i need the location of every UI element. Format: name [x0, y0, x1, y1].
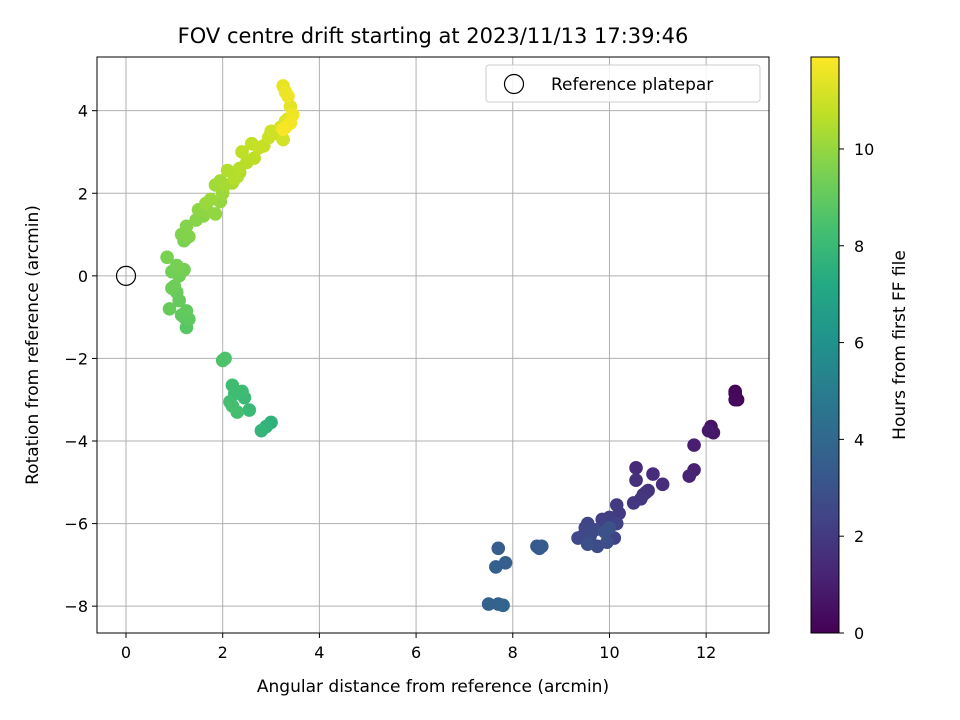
data-point — [227, 172, 242, 186]
data-point — [602, 520, 617, 535]
data-point — [276, 122, 290, 137]
data-points — [160, 79, 745, 613]
x-tick-label: 12 — [696, 643, 716, 662]
data-point — [496, 598, 510, 613]
colorbar-tick-label: 4 — [854, 430, 864, 449]
data-point — [629, 473, 643, 488]
plot-frame — [96, 56, 770, 634]
legend: Reference platepar — [485, 64, 761, 103]
data-point — [701, 423, 716, 438]
colorbar-ticks: 0 2 4 6 8 10 — [839, 140, 874, 643]
data-point — [215, 353, 230, 368]
data-point — [646, 467, 660, 481]
data-point — [491, 541, 506, 556]
data-point — [242, 403, 257, 417]
data-point — [162, 302, 177, 316]
colorbar-tick-label: 0 — [854, 624, 864, 643]
colorbar-tick-label: 8 — [854, 237, 864, 256]
data-point — [629, 461, 643, 475]
data-point — [728, 392, 742, 407]
data-point — [571, 531, 585, 545]
data-point — [225, 399, 240, 413]
data-point — [208, 207, 223, 221]
data-point — [247, 151, 261, 165]
colorbar-tick-label: 2 — [854, 527, 864, 546]
colorbar-label: Hours from first FF file — [890, 250, 910, 440]
y-tick-label: −2 — [64, 349, 88, 368]
y-tick-label: −8 — [64, 597, 88, 616]
data-point — [281, 89, 295, 104]
data-point — [580, 537, 595, 552]
data-point — [276, 132, 290, 147]
data-point — [179, 304, 194, 318]
reference-marker — [115, 265, 137, 286]
colorbar-gradient — [810, 56, 840, 634]
y-axis-ticks: −8 −6 −4 −2 0 2 4 — [64, 102, 97, 616]
data-point — [481, 597, 496, 611]
data-point — [532, 541, 547, 556]
y-tick-label: −6 — [64, 515, 88, 534]
x-axis-label: Angular distance from reference (arcmin) — [257, 677, 609, 697]
x-tick-label: 4 — [314, 643, 324, 662]
data-point — [682, 469, 697, 483]
data-point — [160, 250, 174, 265]
x-tick-label: 2 — [218, 643, 228, 662]
data-point — [167, 279, 182, 293]
data-point — [179, 219, 194, 234]
x-tick-label: 0 — [121, 643, 131, 662]
y-tick-label: −4 — [64, 432, 88, 451]
x-axis-ticks: 0 2 4 6 8 10 12 — [121, 633, 716, 662]
y-tick-label: 0 — [78, 267, 88, 286]
data-point — [254, 423, 269, 438]
x-tick-label: 10 — [599, 643, 619, 662]
data-point — [182, 229, 196, 244]
colorbar: 0 2 4 6 8 10 Hours from first FF file — [810, 56, 910, 643]
data-point — [600, 535, 614, 549]
colorbar-tick-label: 10 — [854, 140, 874, 159]
legend-marker-icon — [503, 73, 525, 95]
colorbar-tick-label: 6 — [854, 334, 864, 353]
y-axis-label: Rotation from reference (arcmin) — [23, 205, 43, 485]
x-tick-label: 6 — [411, 643, 421, 662]
chart-title: FOV centre drift starting at 2023/11/13 … — [178, 24, 689, 48]
data-point — [169, 258, 184, 273]
data-point — [235, 145, 249, 159]
y-tick-label: 4 — [78, 102, 88, 121]
data-point — [687, 438, 701, 452]
reference-point — [115, 265, 137, 286]
data-point — [225, 378, 240, 393]
data-point — [626, 496, 641, 510]
data-point — [655, 477, 670, 492]
data-point — [498, 556, 513, 570]
legend-box — [485, 64, 761, 103]
x-tick-label: 8 — [508, 643, 518, 662]
data-point — [203, 192, 218, 207]
legend-entry-label: Reference platepar — [551, 75, 713, 95]
y-tick-label: 2 — [78, 184, 88, 203]
grid-lines — [97, 57, 769, 633]
